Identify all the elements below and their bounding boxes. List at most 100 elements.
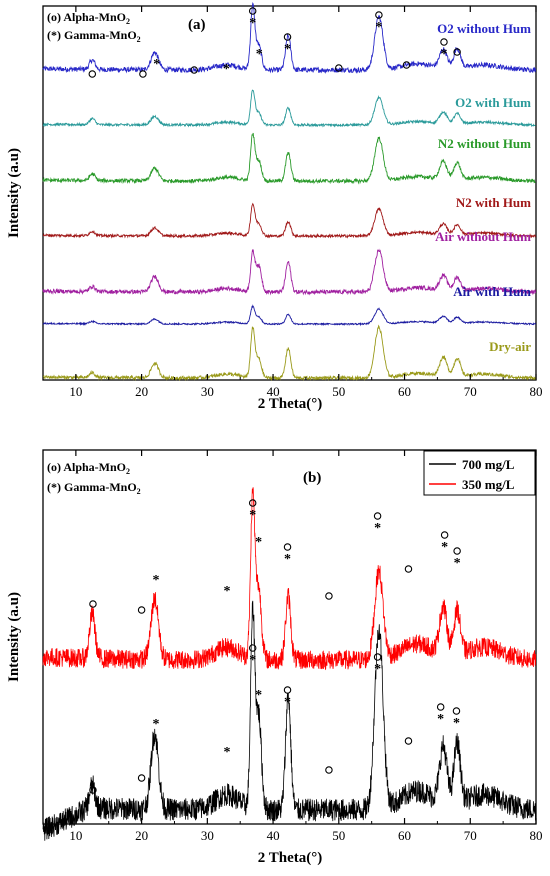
gamma-marker: *: [153, 717, 160, 732]
series-line: [42, 600, 537, 841]
gamma-marker: *: [249, 508, 256, 523]
alpha-marker: [248, 7, 257, 15]
alpha-marker: [440, 531, 449, 539]
x-tick-label: 70: [464, 828, 477, 843]
gamma-marker: *: [223, 62, 230, 77]
alpha-marker: [325, 592, 333, 600]
panel-a-ylabel: Intensity (a.u): [6, 148, 22, 238]
alpha-marker: [440, 38, 448, 46]
panel-a-plot-frame: [42, 5, 537, 381]
series-label: N2 without Hum: [438, 136, 531, 151]
x-tick-label: 40: [267, 828, 280, 843]
alpha-marker: [325, 766, 333, 774]
x-tick-label: 50: [332, 384, 345, 399]
alpha-marker: [190, 66, 198, 74]
panel-a-chart: * * * * * * * O2 without Hum O2 with Hum N2 with…: [6, 2, 543, 412]
panel-b-legend: 700 mg/L 350 mg/L: [423, 450, 536, 496]
alpha-marker: [89, 600, 97, 608]
panel-a-legend-alpha: (o) Alpha-MnO2: [47, 10, 130, 26]
panel-b-peak-markers: * * * * * * * * * * * * * * * *: [89, 499, 461, 794]
series-line: [42, 89, 536, 128]
alpha-marker: [248, 499, 257, 507]
gamma-marker: *: [453, 716, 460, 731]
alpha-marker: [137, 606, 146, 614]
alpha-marker: [89, 786, 97, 794]
panel-a-xlabel: 2 Theta(°): [258, 396, 322, 412]
gamma-marker: *: [454, 556, 461, 571]
alpha-marker: [404, 565, 413, 573]
series-line: [42, 202, 537, 239]
gamma-marker: *: [249, 16, 256, 31]
panel-b-ylabel: Intensity (a.u): [6, 592, 22, 682]
alpha-marker: [373, 653, 382, 661]
series-line: [42, 248, 537, 296]
series-line: [42, 487, 537, 671]
panel-b-legend-box: [423, 450, 536, 496]
alpha-marker: [335, 64, 343, 72]
panel-a-label: (a): [188, 17, 206, 33]
x-tick-label: 60: [398, 384, 411, 399]
gamma-marker: *: [255, 688, 262, 703]
series-label: Dry-air: [489, 339, 531, 354]
gamma-marker: *: [249, 653, 256, 668]
gamma-marker: *: [256, 47, 263, 62]
series-label: N2 with Hum: [456, 195, 531, 210]
gamma-marker: *: [284, 42, 291, 57]
alpha-marker: [402, 61, 411, 69]
alpha-marker: [452, 707, 461, 715]
gamma-marker: *: [375, 20, 382, 35]
series-label: Air without Hum: [435, 229, 531, 244]
panel-a-legend-gamma: (*) Gamma-MnO2: [47, 28, 141, 44]
x-tick-label: 80: [530, 828, 543, 843]
series-label: O2 with Hum: [455, 95, 531, 110]
alpha-marker: [139, 70, 147, 78]
gamma-marker: *: [153, 57, 160, 72]
panel-b-chart: * * * * * * * * * * * * * * * * 10 20 30 40 50 60 70 80 (b) (o…: [6, 449, 543, 866]
gamma-marker: *: [441, 540, 448, 555]
panel-a-series-group: [42, 2, 537, 382]
alpha-marker: [453, 48, 461, 56]
gamma-marker: *: [374, 521, 381, 536]
alpha-marker: [375, 11, 383, 19]
x-tick-label: 70: [464, 384, 477, 399]
x-tick-label: 10: [69, 384, 82, 399]
gamma-marker: *: [224, 745, 231, 760]
x-tick-label: 50: [332, 828, 345, 843]
x-tick-label: 20: [135, 828, 148, 843]
gamma-marker: *: [224, 584, 231, 599]
gamma-marker: *: [284, 695, 291, 710]
x-tick-label: 10: [69, 828, 82, 843]
alpha-marker: [453, 547, 461, 555]
alpha-marker: [137, 774, 146, 782]
x-tick-label: 60: [398, 828, 411, 843]
legend-label-350: 350 mg/L: [462, 477, 515, 492]
x-tick-label: 40: [267, 384, 280, 399]
panel-b-legend-alpha: (o) Alpha-MnO2: [47, 460, 130, 476]
x-tick-label: 30: [201, 384, 214, 399]
series-line: [42, 304, 537, 327]
gamma-marker: *: [255, 535, 262, 550]
alpha-marker: [248, 644, 257, 652]
x-tick-label: 30: [201, 828, 214, 843]
alpha-marker: [436, 703, 445, 711]
panel-b-label: (b): [303, 470, 321, 486]
legend-label-700: 700 mg/L: [462, 457, 515, 472]
alpha-marker: [404, 737, 413, 745]
panel-b-legend-gamma: (*) Gamma-MnO2: [47, 480, 141, 496]
gamma-marker: *: [284, 552, 291, 567]
alpha-marker: [283, 686, 292, 694]
panel-a-peak-markers: * * * * * * *: [88, 7, 461, 78]
panel-a-x-axis: 10 20 30 40 50 60 70 80: [42, 6, 543, 399]
gamma-marker: *: [374, 662, 381, 677]
series-label: Air with Hum: [453, 284, 531, 299]
gamma-marker: *: [437, 712, 444, 727]
gamma-marker: *: [440, 47, 447, 62]
series-line: [42, 132, 536, 185]
x-tick-label: 20: [135, 384, 148, 399]
alpha-marker: [283, 543, 292, 551]
gamma-marker: *: [153, 573, 160, 588]
x-tick-label: 80: [530, 384, 543, 399]
panel-b-x-axis: 10 20 30 40 50 60 70 80: [42, 450, 543, 843]
alpha-marker: [373, 512, 382, 520]
